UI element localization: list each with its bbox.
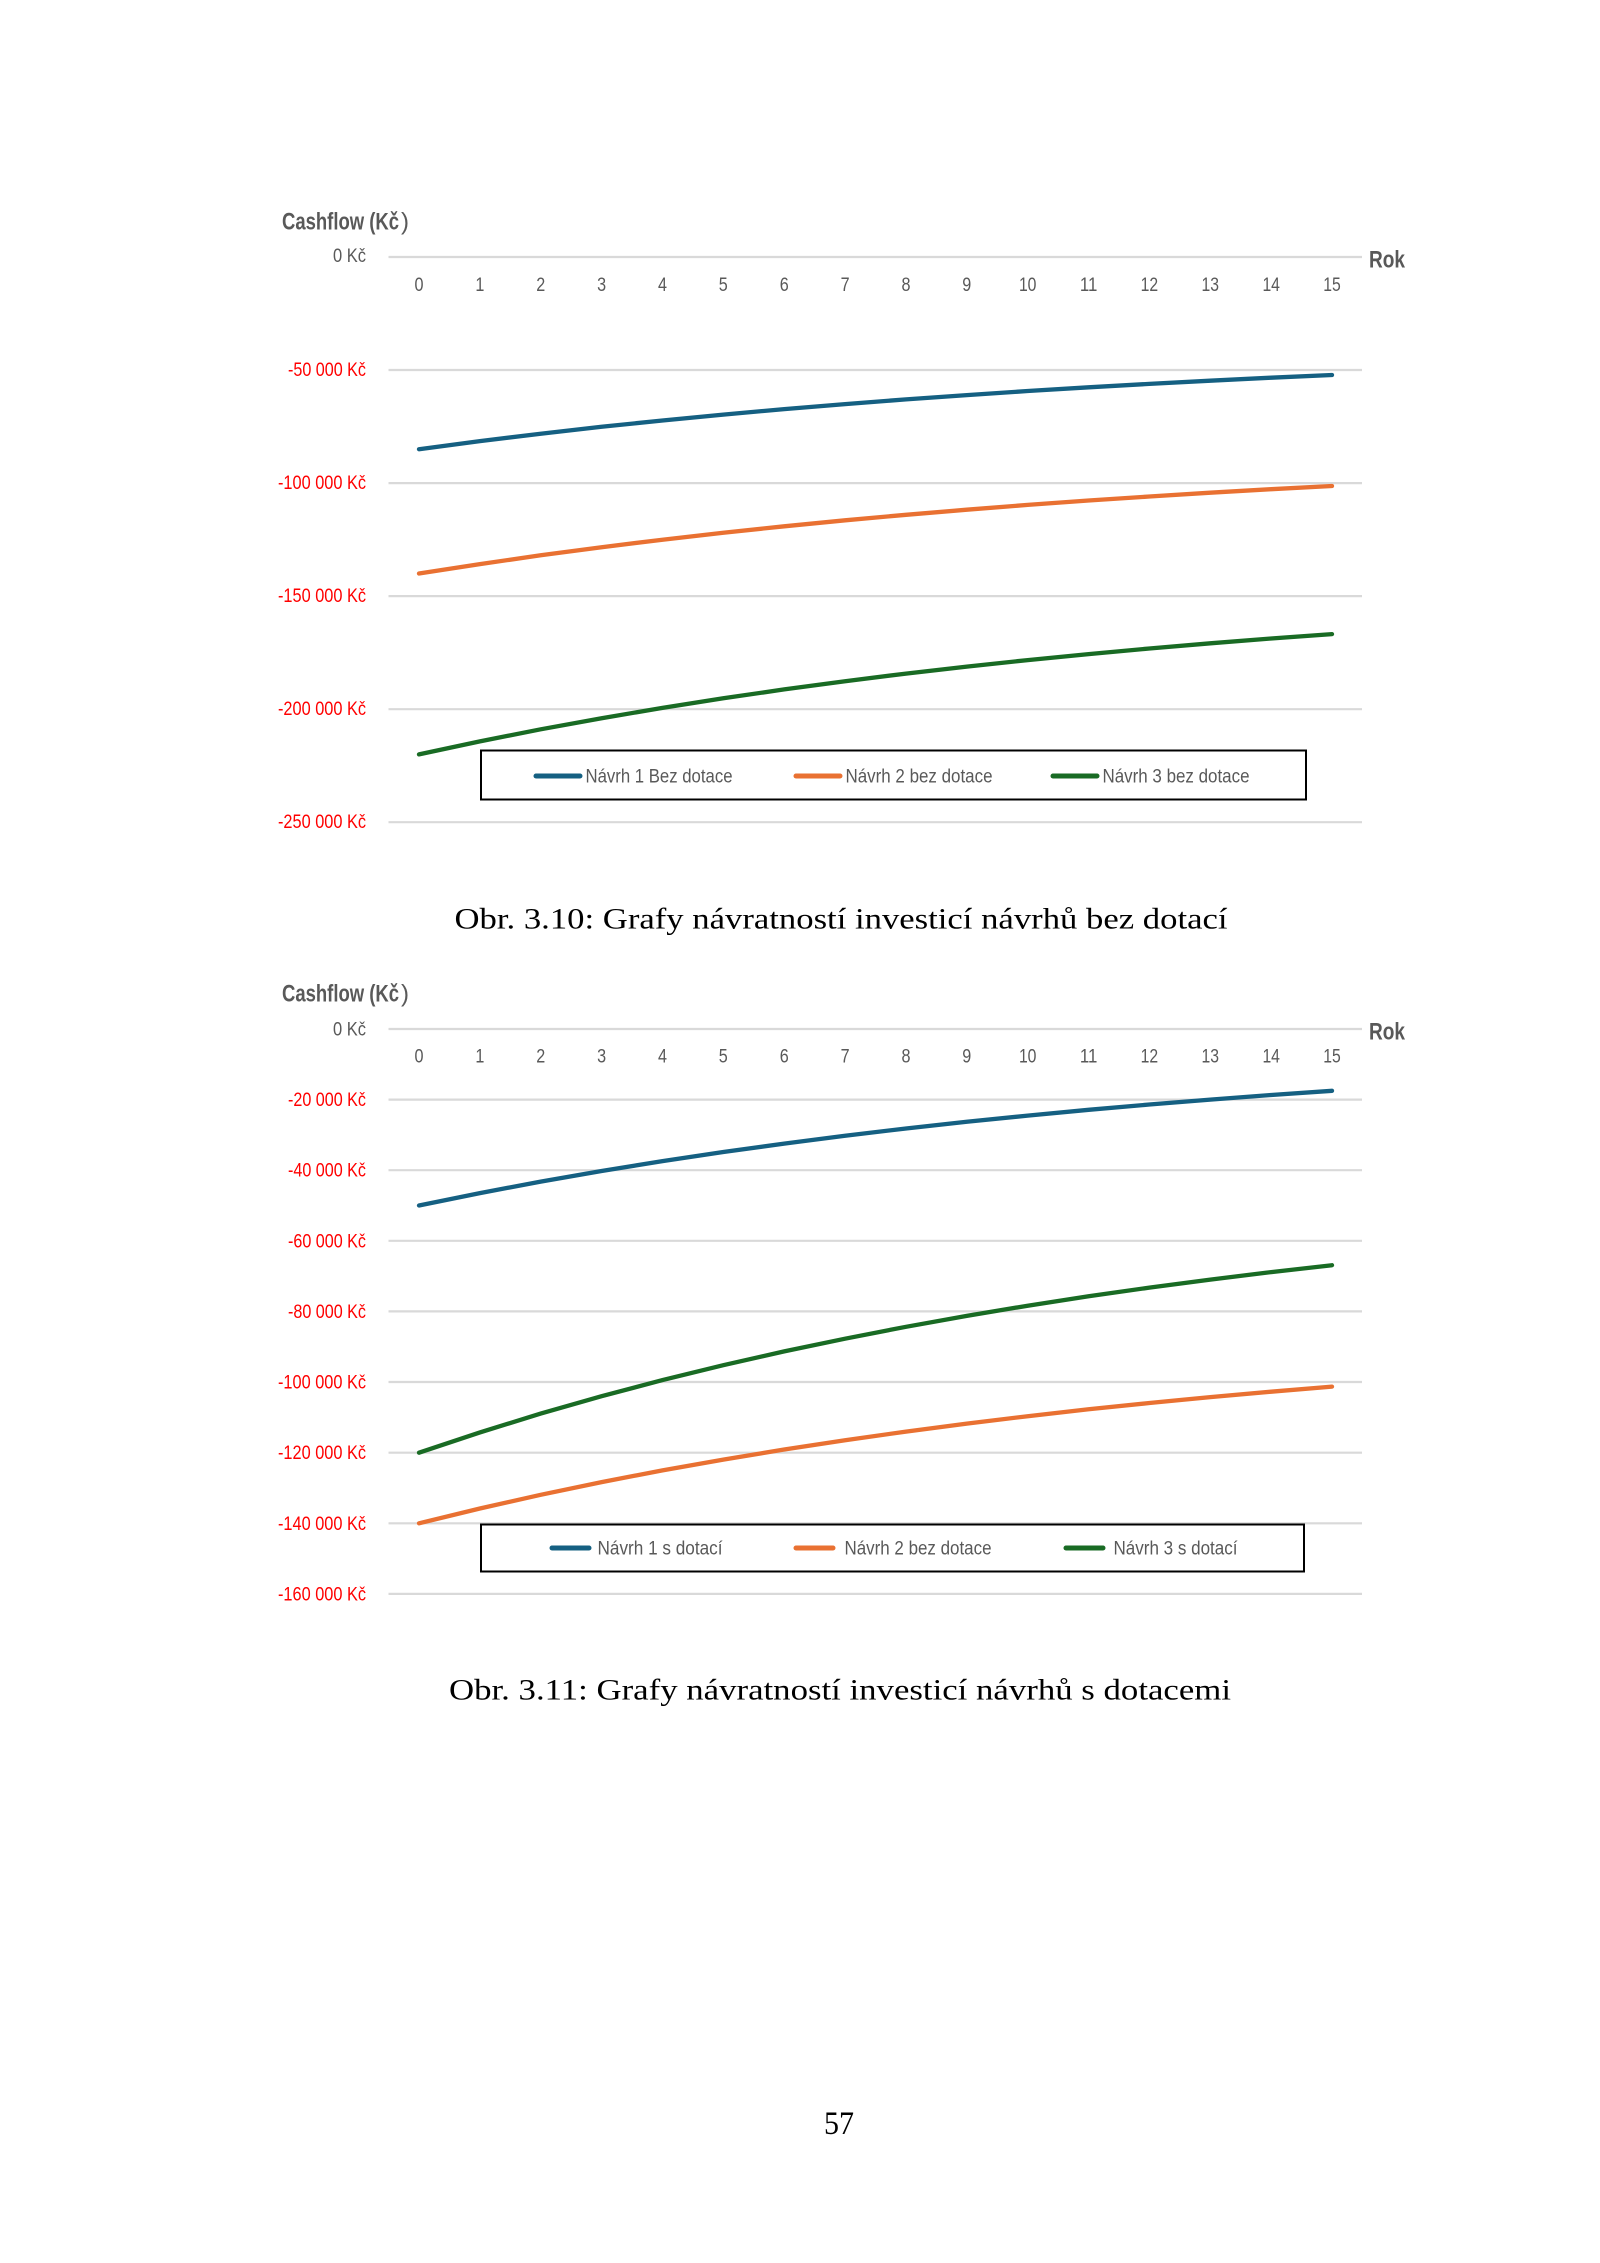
svg-text:Návrh 3 s dotací: Návrh 3 s dotací — [1114, 1539, 1239, 1560]
svg-text:9: 9 — [962, 275, 971, 296]
svg-text:5: 5 — [719, 1047, 728, 1068]
svg-text:0 Kč: 0 Kč — [333, 246, 366, 267]
svg-text:15: 15 — [1323, 275, 1341, 296]
svg-text:1: 1 — [475, 1047, 484, 1068]
svg-text:-160 000 Kč: -160 000 Kč — [278, 1584, 366, 1605]
svg-text:-100 000 Kč: -100 000 Kč — [278, 1373, 366, 1394]
svg-text:9: 9 — [962, 1047, 971, 1068]
svg-text:8: 8 — [902, 1047, 911, 1068]
svg-text:Návrh 3 bez dotace: Návrh 3 bez dotace — [1103, 767, 1250, 788]
svg-text:7: 7 — [841, 1047, 850, 1068]
svg-text:3: 3 — [597, 275, 606, 296]
svg-text:-150 000 Kč: -150 000 Kč — [278, 586, 366, 607]
svg-text:Cashflow (Kč: Cashflow (Kč — [282, 981, 399, 1008]
svg-text:Obr. 3.11: Grafy návratností i: Obr. 3.11: Grafy návratností investicí n… — [449, 1673, 1231, 1706]
svg-text:4: 4 — [658, 1047, 667, 1068]
svg-text:-80 000 Kč: -80 000 Kč — [288, 1302, 366, 1323]
svg-text:10: 10 — [1019, 1047, 1037, 1068]
svg-text:6: 6 — [780, 1047, 789, 1068]
svg-text:12: 12 — [1141, 275, 1159, 296]
svg-text:Návrh 1 s dotací: Návrh 1 s dotací — [598, 1539, 724, 1560]
svg-text:-40 000 Kč: -40 000 Kč — [288, 1161, 366, 1182]
svg-text:13: 13 — [1202, 275, 1220, 296]
svg-text:Návrh 1 Bez dotace: Návrh 1 Bez dotace — [586, 767, 733, 788]
svg-text:2: 2 — [536, 1047, 545, 1068]
svg-text:-50 000 Kč: -50 000 Kč — [288, 360, 366, 381]
svg-text:13: 13 — [1202, 1047, 1220, 1068]
svg-text:8: 8 — [902, 275, 911, 296]
svg-text:Rok: Rok — [1369, 1019, 1406, 1046]
svg-text:11: 11 — [1080, 1047, 1098, 1068]
svg-text:): ) — [401, 209, 409, 236]
svg-text:Návrh 2 bez dotace: Návrh 2 bez dotace — [845, 1539, 992, 1560]
svg-text:1: 1 — [475, 275, 484, 296]
svg-text:5: 5 — [719, 275, 728, 296]
svg-text:0: 0 — [415, 275, 424, 296]
svg-text:-60 000 Kč: -60 000 Kč — [288, 1231, 366, 1252]
svg-text:0 Kč: 0 Kč — [333, 1020, 366, 1041]
svg-text:6: 6 — [780, 275, 789, 296]
svg-text:0: 0 — [415, 1047, 424, 1068]
svg-text:-250 000 Kč: -250 000 Kč — [278, 812, 366, 833]
svg-text:3: 3 — [597, 1047, 606, 1068]
svg-text:-120 000 Kč: -120 000 Kč — [278, 1443, 366, 1464]
svg-text:-100 000 Kč: -100 000 Kč — [278, 473, 366, 494]
svg-text:Rok: Rok — [1369, 247, 1406, 274]
svg-text:12: 12 — [1141, 1047, 1159, 1068]
svg-text:): ) — [401, 981, 409, 1008]
svg-text:57: 57 — [824, 2106, 854, 2142]
svg-text:Obr. 3.10: Grafy návratností i: Obr. 3.10: Grafy návratností investicí n… — [455, 903, 1229, 936]
svg-text:2: 2 — [536, 275, 545, 296]
svg-text:-140 000 Kč: -140 000 Kč — [278, 1514, 366, 1535]
svg-text:Cashflow (Kč: Cashflow (Kč — [282, 209, 399, 236]
svg-text:14: 14 — [1262, 275, 1280, 296]
svg-text:10: 10 — [1019, 275, 1037, 296]
svg-text:15: 15 — [1323, 1047, 1341, 1068]
svg-text:Návrh 2 bez dotace: Návrh 2 bez dotace — [846, 767, 993, 788]
svg-text:-20 000 Kč: -20 000 Kč — [288, 1090, 366, 1111]
svg-text:14: 14 — [1262, 1047, 1280, 1068]
svg-text:11: 11 — [1080, 275, 1098, 296]
svg-text:-200 000 Kč: -200 000 Kč — [278, 699, 366, 720]
svg-text:4: 4 — [658, 275, 667, 296]
svg-text:7: 7 — [841, 275, 850, 296]
